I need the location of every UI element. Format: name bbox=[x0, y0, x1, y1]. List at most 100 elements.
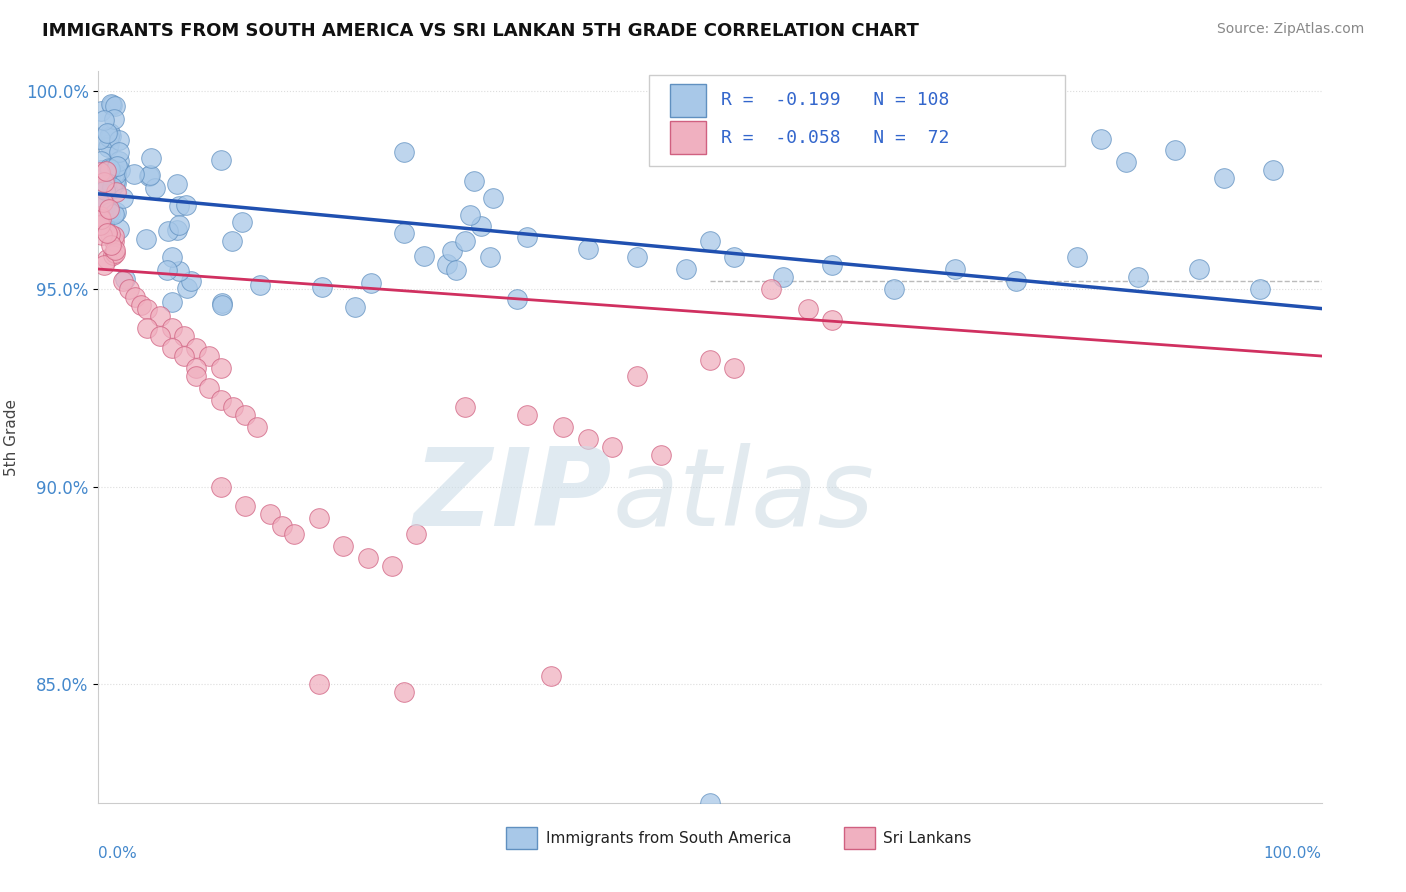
Point bbox=[772, 269, 794, 284]
Point bbox=[699, 353, 721, 368]
Point bbox=[392, 227, 416, 241]
Point bbox=[97, 202, 120, 216]
Point bbox=[233, 409, 256, 423]
Point bbox=[105, 159, 128, 173]
Point bbox=[93, 211, 115, 225]
Point bbox=[463, 174, 485, 188]
Point bbox=[104, 186, 127, 200]
Point bbox=[180, 274, 202, 288]
Point bbox=[222, 401, 245, 415]
Point bbox=[160, 321, 183, 335]
Point bbox=[98, 162, 121, 177]
Point bbox=[160, 294, 183, 309]
Point bbox=[221, 234, 243, 248]
Point bbox=[967, 116, 990, 130]
Point bbox=[1066, 250, 1088, 264]
Point bbox=[166, 222, 188, 236]
Point bbox=[167, 218, 190, 232]
Point bbox=[97, 136, 120, 151]
Point bbox=[93, 175, 115, 189]
Point bbox=[108, 133, 131, 147]
Point bbox=[135, 232, 157, 246]
Point bbox=[515, 230, 537, 244]
Point bbox=[405, 527, 427, 541]
Point bbox=[506, 292, 529, 306]
Point bbox=[1128, 269, 1150, 284]
Point bbox=[412, 249, 434, 263]
Point bbox=[308, 511, 330, 525]
Point bbox=[89, 219, 111, 233]
Point bbox=[90, 227, 112, 242]
Point bbox=[93, 216, 115, 230]
Point bbox=[576, 242, 599, 256]
Point bbox=[821, 258, 844, 272]
Point bbox=[173, 329, 195, 343]
Point bbox=[211, 296, 233, 310]
Point bbox=[108, 154, 131, 169]
Point bbox=[98, 169, 121, 183]
Point bbox=[98, 130, 121, 145]
Bar bbox=[506, 827, 537, 849]
Point bbox=[101, 98, 124, 112]
FancyBboxPatch shape bbox=[648, 75, 1064, 167]
Point bbox=[209, 392, 232, 407]
Point bbox=[392, 685, 416, 699]
Point bbox=[157, 224, 180, 238]
Point bbox=[107, 222, 129, 236]
Text: Source: ZipAtlas.com: Source: ZipAtlas.com bbox=[1216, 22, 1364, 37]
Bar bbox=[669, 84, 706, 117]
Point bbox=[100, 180, 122, 194]
Point bbox=[1188, 262, 1211, 277]
Point bbox=[103, 246, 125, 260]
Point bbox=[1249, 282, 1271, 296]
Point bbox=[124, 167, 146, 181]
Point bbox=[1261, 163, 1284, 178]
Point bbox=[626, 368, 648, 383]
Point bbox=[90, 212, 112, 227]
Point bbox=[458, 208, 481, 222]
Point bbox=[231, 214, 253, 228]
Point bbox=[441, 244, 464, 259]
Point bbox=[103, 234, 125, 248]
Point bbox=[112, 191, 135, 205]
Point bbox=[108, 162, 131, 177]
Point bbox=[1090, 131, 1112, 145]
Point bbox=[883, 282, 905, 296]
Point bbox=[94, 183, 117, 197]
Point bbox=[482, 191, 505, 205]
Point bbox=[94, 164, 117, 178]
Point bbox=[553, 420, 575, 434]
Point bbox=[173, 349, 195, 363]
Point bbox=[166, 177, 188, 191]
Point bbox=[98, 227, 121, 241]
Text: 0.0%: 0.0% bbox=[98, 846, 138, 861]
Point bbox=[249, 277, 271, 292]
Point bbox=[176, 281, 198, 295]
Point bbox=[699, 796, 721, 810]
Point bbox=[160, 341, 183, 355]
Point bbox=[699, 235, 721, 249]
Point bbox=[98, 161, 121, 175]
Point bbox=[98, 205, 121, 219]
Point bbox=[100, 238, 122, 252]
Point bbox=[93, 112, 115, 127]
Point bbox=[141, 152, 163, 166]
Point bbox=[723, 250, 745, 264]
Point bbox=[761, 282, 783, 296]
Point bbox=[1164, 144, 1187, 158]
Text: 100.0%: 100.0% bbox=[1264, 846, 1322, 861]
Point bbox=[197, 381, 219, 395]
Point bbox=[136, 301, 159, 316]
Point bbox=[943, 262, 966, 277]
Point bbox=[332, 539, 354, 553]
Point bbox=[797, 301, 820, 316]
Point bbox=[89, 209, 111, 223]
Text: ZIP: ZIP bbox=[413, 442, 612, 549]
Point bbox=[174, 197, 197, 211]
Point bbox=[1212, 171, 1234, 186]
Point bbox=[626, 250, 648, 264]
Point bbox=[233, 500, 256, 514]
Point bbox=[209, 360, 232, 375]
Point bbox=[129, 298, 152, 312]
Point bbox=[870, 123, 893, 137]
